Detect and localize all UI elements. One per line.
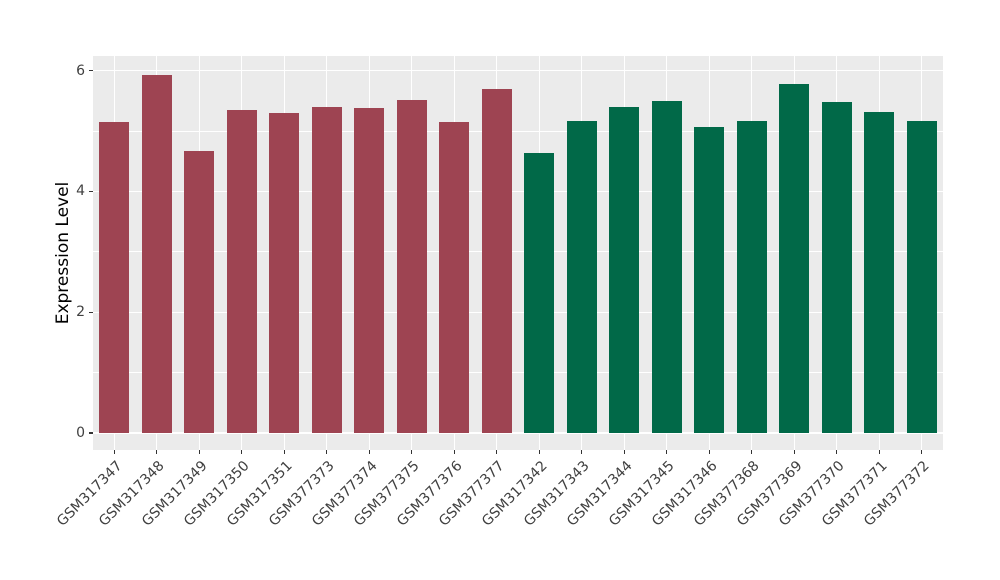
bar-GSM317342 — [524, 152, 555, 434]
minor-gridline — [93, 251, 943, 253]
x-tick-mark — [581, 450, 583, 454]
y-tick-mark — [89, 190, 93, 192]
bar-GSM377369 — [779, 84, 810, 434]
x-tick-mark — [198, 450, 200, 454]
bar-GSM317349 — [184, 150, 215, 434]
y-axis-title: Expression Level — [53, 181, 73, 325]
bar-GSM317348 — [141, 74, 172, 434]
major-gridline — [93, 190, 943, 193]
x-tick-mark — [921, 450, 923, 454]
x-tick-mark — [836, 450, 838, 454]
bar-GSM317344 — [609, 107, 640, 434]
bar-GSM377368 — [736, 120, 767, 434]
bar-GSM377372 — [906, 120, 937, 434]
bar-GSM377373 — [311, 106, 342, 434]
bar-GSM317345 — [651, 100, 682, 434]
bar-GSM317347 — [99, 122, 130, 434]
major-gridline — [93, 432, 943, 434]
x-tick-mark — [623, 450, 625, 454]
x-tick-mark — [113, 450, 115, 454]
plot-panel — [93, 56, 943, 450]
bar-GSM377376 — [439, 121, 470, 434]
bar-GSM377377 — [481, 88, 512, 434]
x-tick-mark — [326, 450, 328, 454]
x-tick-mark — [538, 450, 540, 454]
y-tick-label: 0 — [76, 425, 85, 442]
x-tick-mark — [453, 450, 455, 454]
x-tick-mark — [666, 450, 668, 454]
y-tick-mark — [89, 311, 93, 313]
bar-GSM377375 — [396, 100, 427, 434]
bar-GSM377371 — [864, 112, 895, 434]
y-tick-mark — [89, 69, 93, 72]
x-tick-mark — [411, 450, 413, 454]
y-tick-label: 4 — [76, 183, 85, 200]
bar-GSM317350 — [226, 109, 257, 434]
x-tick-mark — [751, 450, 753, 454]
y-tick-label: 6 — [76, 62, 85, 79]
x-tick-mark — [793, 450, 795, 454]
x-tick-mark — [156, 450, 158, 454]
y-tick-label: 2 — [76, 304, 85, 321]
major-gridline — [93, 69, 943, 72]
x-tick-mark — [241, 450, 243, 454]
bar-GSM317346 — [694, 127, 725, 434]
bar-GSM377370 — [821, 101, 852, 434]
minor-gridline — [93, 130, 943, 132]
minor-gridline — [93, 372, 943, 374]
x-tick-mark — [368, 450, 370, 454]
y-tick-mark — [89, 432, 93, 434]
bar-GSM317351 — [269, 113, 300, 434]
major-gridline — [93, 311, 943, 313]
x-tick-mark — [496, 450, 498, 454]
bar-GSM317343 — [566, 120, 597, 434]
x-tick-mark — [878, 450, 880, 454]
x-tick-mark — [708, 450, 710, 454]
bar-GSM377374 — [354, 107, 385, 434]
x-tick-mark — [283, 450, 285, 454]
